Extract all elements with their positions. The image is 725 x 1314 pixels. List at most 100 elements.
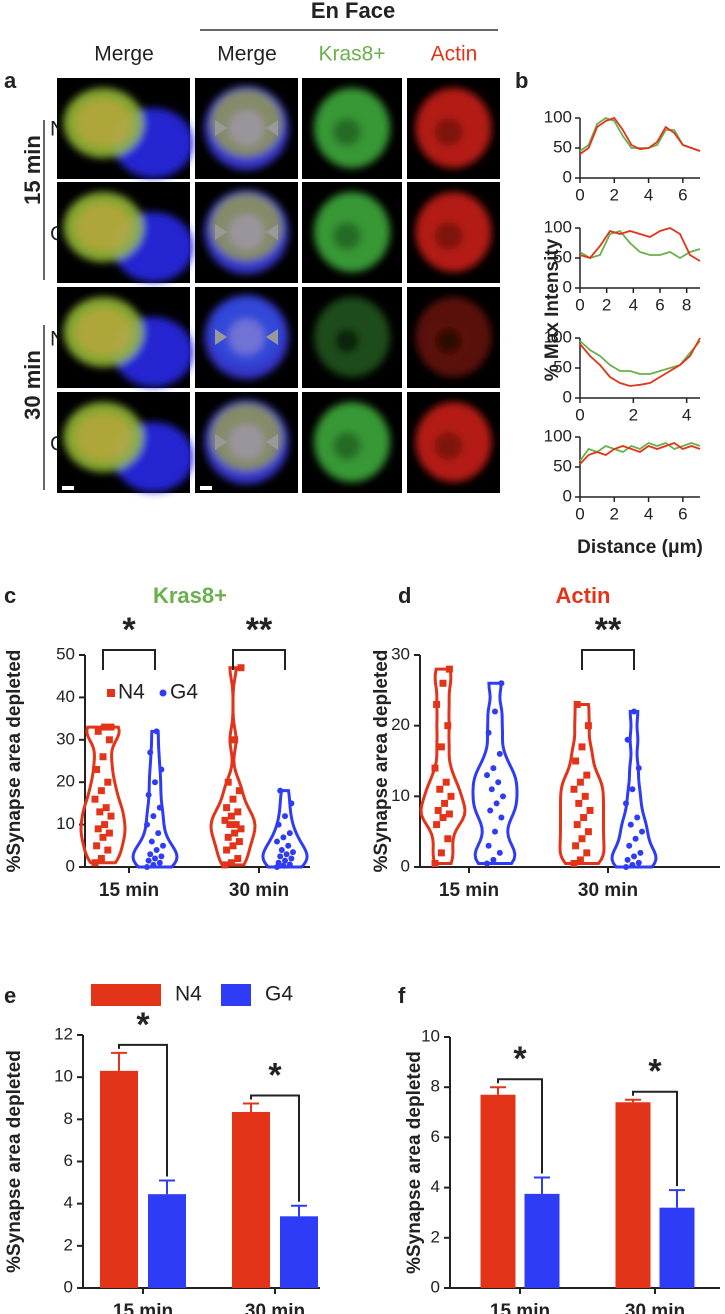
data-point: [288, 855, 295, 862]
group-label: 30 min: [20, 350, 45, 420]
data-point: [624, 856, 631, 863]
y-tick-label: 50: [56, 644, 75, 663]
significance-label: *: [513, 1040, 527, 1078]
x-tick-label: 6: [678, 504, 687, 523]
data-point: [285, 842, 292, 849]
data-point: [442, 778, 450, 786]
y-tick-label: 4: [431, 1177, 440, 1196]
data-point: [431, 859, 439, 867]
profile-line: [579, 441, 701, 465]
data-point: [634, 814, 641, 821]
data-point: [484, 860, 490, 867]
data-point: [282, 813, 288, 820]
y-axis-label: %Synapse area depleted: [371, 650, 392, 873]
y-tick-label: 0: [64, 1277, 73, 1296]
data-point: [282, 857, 288, 864]
column-label: Merge: [94, 43, 154, 66]
data-point: [275, 821, 282, 828]
data-point: [445, 810, 453, 818]
data-point: [158, 766, 165, 773]
data-point: [447, 792, 455, 800]
data-point: [624, 736, 631, 743]
y-tick-label: 0: [563, 277, 572, 296]
y-tick-label: 0: [401, 856, 410, 875]
cell-signal: [63, 402, 194, 492]
x-tick-label: 30 min: [229, 880, 289, 901]
data-point: [96, 808, 104, 816]
panel-label: c: [4, 583, 16, 608]
x-tick-label: 15 min: [439, 880, 499, 901]
x-tick-label: 6: [678, 185, 687, 204]
significance-bracket: [102, 649, 156, 670]
y-tick-label: 100: [544, 327, 572, 346]
y-tick-label: 8: [431, 1077, 440, 1096]
significance-bracket: [250, 1094, 300, 1202]
data-point: [583, 771, 591, 779]
data-point: [441, 799, 449, 807]
bar: [524, 1193, 560, 1288]
y-tick-label: 0: [431, 1277, 440, 1296]
data-point: [97, 787, 105, 795]
data-point: [227, 859, 235, 867]
data-point: [102, 804, 110, 812]
blob: [75, 99, 132, 147]
data-point: [280, 862, 287, 869]
data-point: [629, 786, 636, 793]
column-label: Merge: [217, 43, 277, 66]
significance-label: *: [648, 1053, 662, 1091]
y-tick-label: 50: [553, 456, 572, 475]
error-bar: [534, 1176, 550, 1194]
x-tick-label: 30 min: [625, 1301, 685, 1314]
data-point: [104, 846, 112, 854]
data-point: [231, 736, 239, 744]
data-point: [94, 825, 102, 833]
x-tick-label: 8: [682, 295, 691, 314]
y-tick-label: 10: [54, 1067, 73, 1086]
x-tick-label: 4: [629, 295, 638, 314]
x-tick-label: 4: [644, 504, 653, 523]
data-point: [570, 859, 578, 867]
data-point: [572, 757, 580, 765]
data-point: [500, 793, 506, 800]
y-tick-label: 40: [56, 687, 75, 706]
y-tick-label: 50: [553, 137, 572, 156]
profile-line: [579, 116, 701, 152]
violin: [209, 666, 257, 867]
x-tick-label: 4: [644, 185, 653, 204]
data-point: [444, 722, 452, 730]
y-tick-label: 0: [563, 486, 572, 505]
significance-label: *: [122, 611, 136, 649]
x-tick-label: 2: [629, 405, 638, 424]
y-axis-label: %Synapse area depleted: [4, 1050, 25, 1273]
data-point: [288, 800, 295, 807]
column-label: Kras8+: [318, 43, 385, 66]
data-point: [290, 849, 296, 856]
data-point: [145, 791, 152, 798]
data-point: [105, 829, 113, 837]
data-point: [152, 779, 158, 786]
data-point: [101, 723, 109, 731]
y-tick-label: 6: [64, 1151, 73, 1170]
data-point: [485, 729, 492, 736]
x-tick-label: 0: [575, 405, 584, 424]
y-tick-label: 30: [56, 729, 75, 748]
data-point: [226, 821, 234, 829]
data-point: [145, 857, 152, 864]
data-point: [488, 786, 495, 793]
data-point: [235, 787, 243, 795]
data-point: [156, 804, 163, 811]
data-point: [286, 830, 293, 837]
x-axis-label: Distance (μm): [577, 537, 703, 558]
data-point: [227, 812, 235, 820]
significance-label: *: [268, 1057, 282, 1095]
arrowhead: [215, 329, 227, 345]
y-tick-label: 4: [64, 1193, 73, 1212]
profile-line: [579, 116, 701, 155]
x-tick-label: 2: [602, 295, 611, 314]
data-point: [278, 847, 285, 854]
micrographs: [57, 78, 500, 493]
blob: [333, 222, 361, 250]
header-title: En Face: [311, 0, 395, 23]
y-axis-label: %Synapse area depleted: [404, 1051, 425, 1274]
blob: [434, 432, 463, 460]
